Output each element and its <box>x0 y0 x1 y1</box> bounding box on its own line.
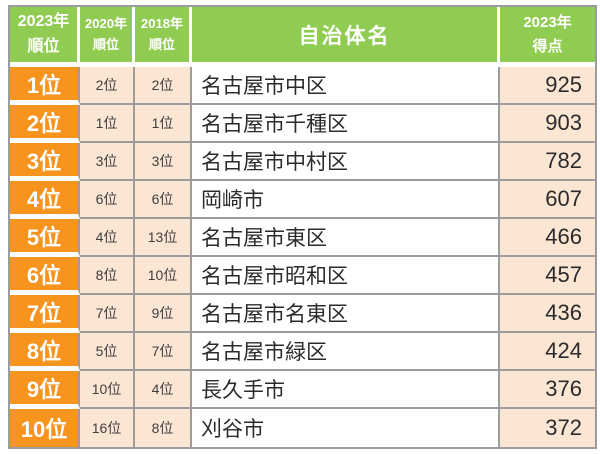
rank-2020-cell: 3位 <box>80 143 135 181</box>
header-rank-2018: 2018年 順位 <box>135 7 192 67</box>
rank-2023-cell: 6位 <box>10 257 80 295</box>
table-row: 8位 5位 7位 名古屋市緑区 424 <box>10 333 595 371</box>
rank-2023-cell: 9位 <box>10 371 80 409</box>
table-body: 1位 2位 2位 名古屋市中区 925 2位 1位 1位 名古屋市千種区 903… <box>10 67 595 447</box>
rank-2020-cell: 6位 <box>80 181 135 219</box>
rank-2023-cell: 1位 <box>10 67 80 105</box>
rank-2018-cell: 6位 <box>135 181 192 219</box>
rank-2020-cell: 10位 <box>80 371 135 409</box>
rank-2018-cell: 4位 <box>135 371 192 409</box>
header-score-2023: 2023年 得点 <box>500 7 595 67</box>
table-row: 2位 1位 1位 名古屋市千種区 903 <box>10 105 595 143</box>
rank-2018-cell: 2位 <box>135 67 192 105</box>
rank-2018-cell: 10位 <box>135 257 192 295</box>
table-row: 7位 7位 9位 名古屋市名東区 436 <box>10 295 595 333</box>
rank-2018-cell: 7位 <box>135 333 192 371</box>
municipality-name-cell: 長久手市 <box>192 371 500 409</box>
rank-2020-cell: 16位 <box>80 409 135 447</box>
table-row: 1位 2位 2位 名古屋市中区 925 <box>10 67 595 105</box>
score-2023-cell: 424 <box>500 333 595 371</box>
table-row: 5位 4位 13位 名古屋市東区 466 <box>10 219 595 257</box>
score-2023-cell: 376 <box>500 371 595 409</box>
score-2023-cell: 457 <box>500 257 595 295</box>
rank-2023-cell: 7位 <box>10 295 80 333</box>
table-row: 3位 3位 3位 名古屋市中村区 782 <box>10 143 595 181</box>
rank-2020-cell: 5位 <box>80 333 135 371</box>
rank-2023-cell: 4位 <box>10 181 80 219</box>
header-rank-2020: 2020年 順位 <box>80 7 135 67</box>
header-rank-2018-year: 2018年 <box>141 16 183 32</box>
header-rank-2020-label: 順位 <box>92 36 119 52</box>
score-2023-cell: 925 <box>500 67 595 105</box>
rank-2023-cell: 3位 <box>10 143 80 181</box>
municipality-name-cell: 名古屋市中村区 <box>192 143 500 181</box>
score-2023-cell: 466 <box>500 219 595 257</box>
header-rank-2023: 2023年 順位 <box>10 7 80 67</box>
header-municipality-name: 自治体名 <box>192 7 500 67</box>
header-rank-2023-year: 2023年 <box>17 12 70 30</box>
rank-2018-cell: 13位 <box>135 219 192 257</box>
table-row: 4位 6位 6位 岡崎市 607 <box>10 181 595 219</box>
municipality-name-cell: 名古屋市中区 <box>192 67 500 105</box>
header-rank-2020-year: 2020年 <box>85 16 127 32</box>
score-2023-cell: 782 <box>500 143 595 181</box>
rank-2023-cell: 2位 <box>10 105 80 143</box>
rank-2020-cell: 7位 <box>80 295 135 333</box>
rank-2023-cell: 8位 <box>10 333 80 371</box>
municipality-name-cell: 名古屋市名東区 <box>192 295 500 333</box>
score-2023-cell: 436 <box>500 295 595 333</box>
header-row: 2023年 順位 2020年 順位 2018年 順位 自治体名 2023年 得点 <box>10 7 595 67</box>
score-2023-cell: 903 <box>500 105 595 143</box>
municipality-name-cell: 名古屋市昭和区 <box>192 257 500 295</box>
rank-2018-cell: 9位 <box>135 295 192 333</box>
rank-2018-cell: 3位 <box>135 143 192 181</box>
table-row: 6位 8位 10位 名古屋市昭和区 457 <box>10 257 595 295</box>
header-rank-2018-label: 順位 <box>148 36 175 52</box>
rank-2018-cell: 8位 <box>135 409 192 447</box>
rank-2020-cell: 2位 <box>80 67 135 105</box>
municipality-name-cell: 岡崎市 <box>192 181 500 219</box>
rank-2020-cell: 8位 <box>80 257 135 295</box>
score-2023-cell: 607 <box>500 181 595 219</box>
rank-2020-cell: 4位 <box>80 219 135 257</box>
municipality-name-cell: 刈谷市 <box>192 409 500 447</box>
header-score-2023-label: 得点 <box>532 37 563 55</box>
municipality-name-cell: 名古屋市緑区 <box>192 333 500 371</box>
header-rank-2023-label: 順位 <box>27 37 60 55</box>
table-row: 10位 16位 8位 刈谷市 372 <box>10 409 595 447</box>
municipality-name-cell: 名古屋市千種区 <box>192 105 500 143</box>
municipality-ranking-table: 2023年 順位 2020年 順位 2018年 順位 自治体名 2023年 得点 <box>8 5 597 449</box>
table-row: 9位 10位 4位 長久手市 376 <box>10 371 595 409</box>
rank-2023-cell: 5位 <box>10 219 80 257</box>
municipality-name-cell: 名古屋市東区 <box>192 219 500 257</box>
score-2023-cell: 372 <box>500 409 595 447</box>
rank-2018-cell: 1位 <box>135 105 192 143</box>
header-score-2023-year: 2023年 <box>523 14 572 32</box>
rank-2023-cell: 10位 <box>10 409 80 447</box>
rank-2020-cell: 1位 <box>80 105 135 143</box>
